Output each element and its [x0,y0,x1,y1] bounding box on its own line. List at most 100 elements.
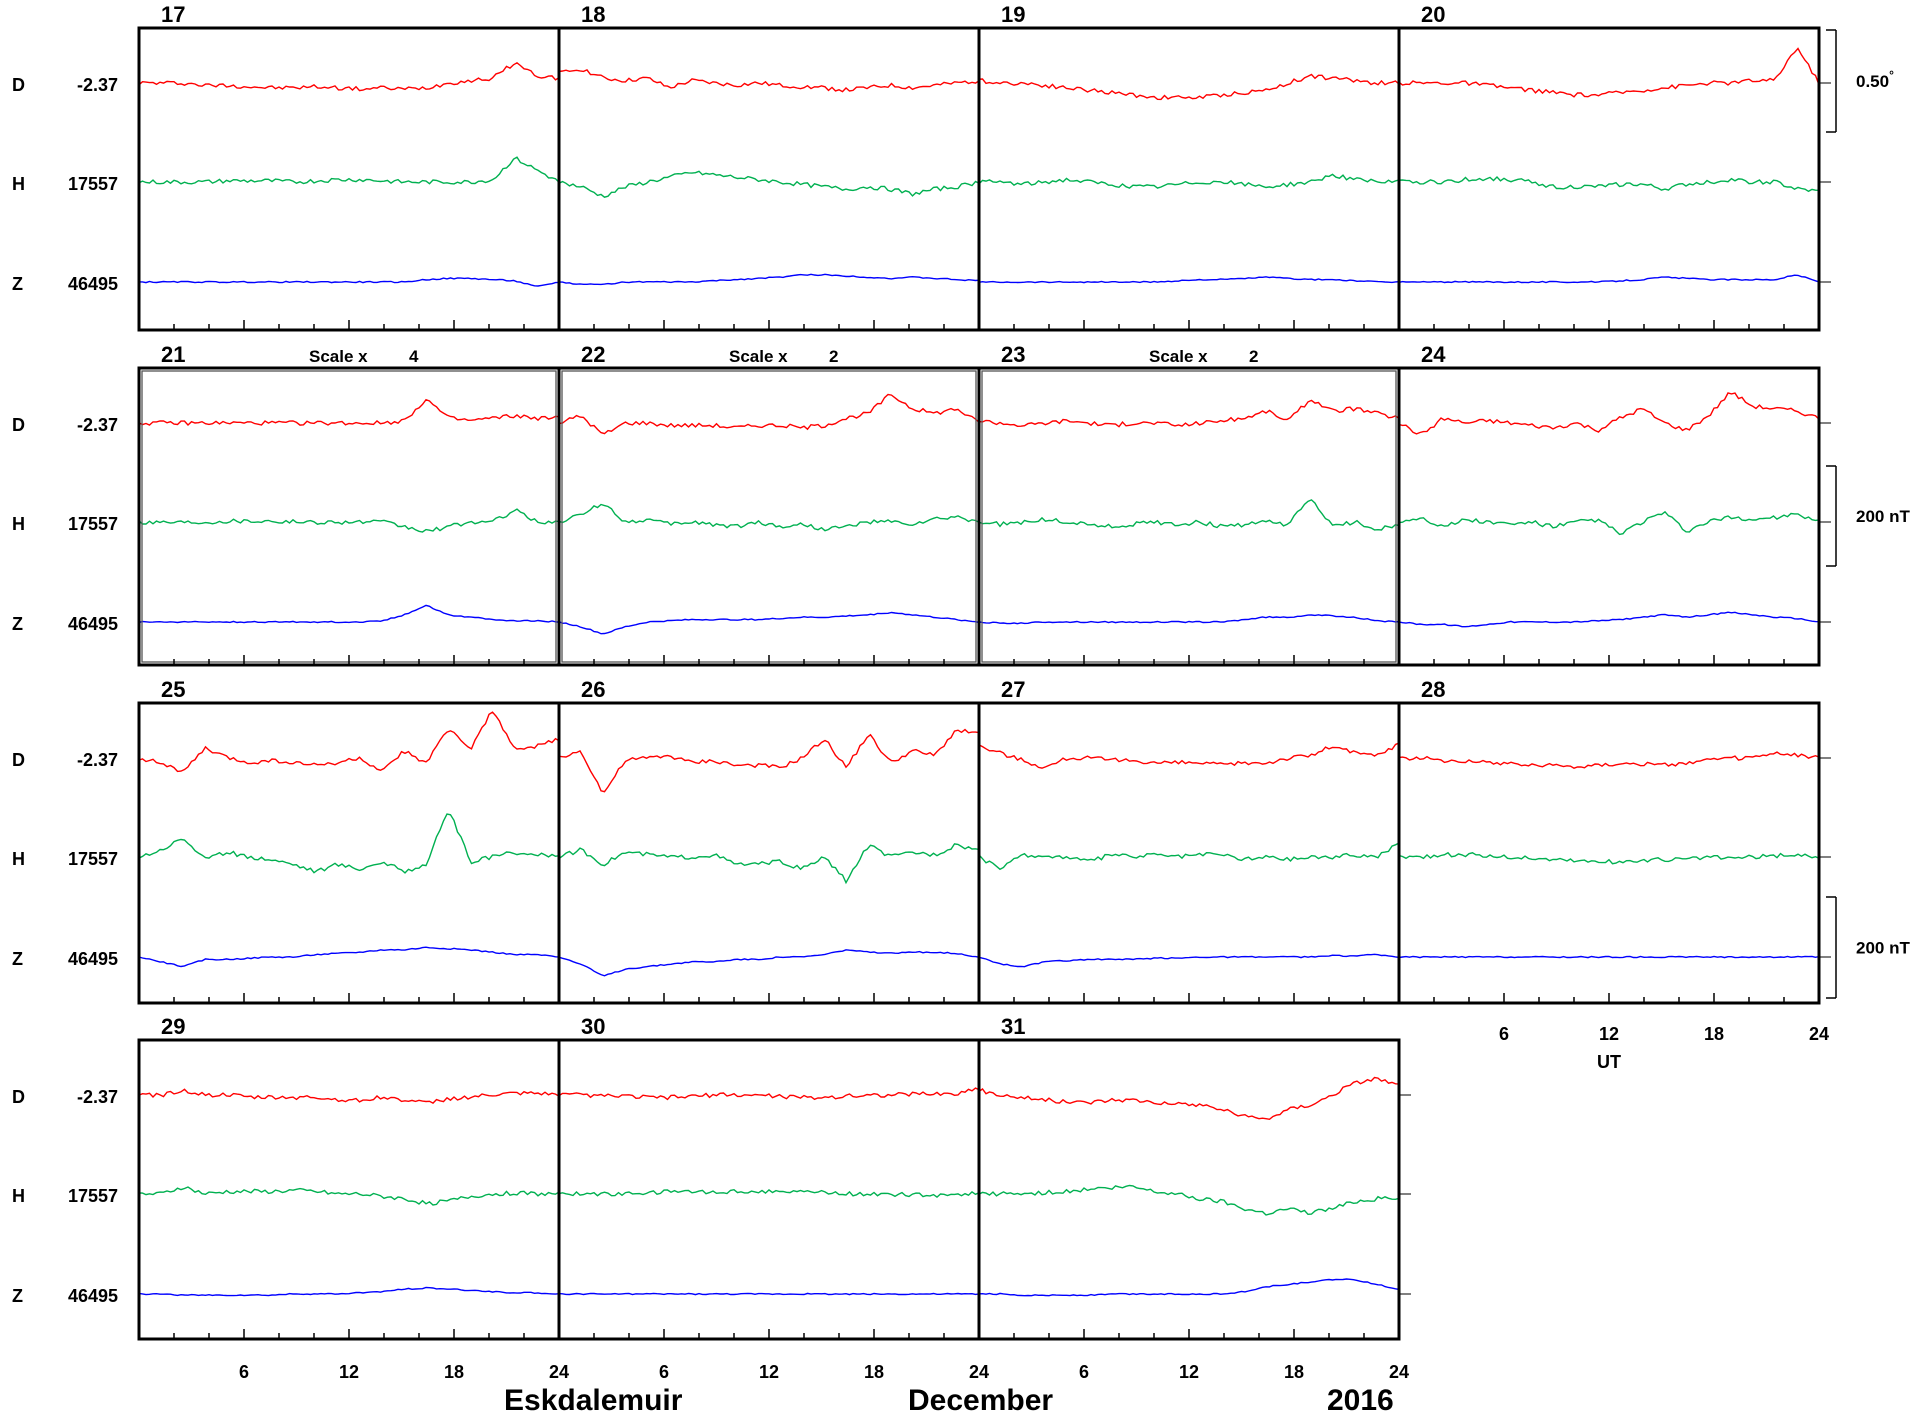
baseline-label-h: 17557 [68,174,118,194]
trace-h-day-31 [978,1184,1400,1216]
component-label-d: D [12,1087,25,1107]
baseline-label-z: 46495 [68,614,118,634]
day-label-21: 21 [161,342,185,367]
trace-d-day-20 [1398,47,1820,98]
trace-d-day-29 [138,1088,560,1104]
ut-axis-label: UT [1597,1052,1621,1072]
trace-z-day-31 [978,1278,1400,1297]
day-label-31: 31 [1001,1014,1025,1039]
component-label-z: Z [12,274,23,294]
ut-tick-12: 12 [1599,1024,1619,1044]
scale-label-21: Scale x [309,347,368,366]
bottom-tick-24: 24 [969,1362,989,1382]
bottom-tick-12: 12 [1179,1362,1199,1382]
baseline-label-z: 46495 [68,274,118,294]
bottom-tick-6: 6 [1079,1362,1089,1382]
day-label-23: 23 [1001,342,1025,367]
day-label-29: 29 [161,1014,185,1039]
trace-h-day-23 [978,499,1400,531]
trace-h-day-30 [558,1188,980,1198]
degree-mark: ° [1889,68,1894,82]
trace-d-day-23 [978,399,1400,428]
trace-h-day-22 [558,503,980,532]
scaled-panel-frame-23 [981,370,1397,663]
bottom-tick-6: 6 [239,1362,249,1382]
trace-layer [138,47,1820,1297]
bottom-tick-18: 18 [444,1362,464,1382]
trace-z-day-21 [138,604,560,624]
trace-h-day-17 [138,156,560,185]
trace-h-day-26 [558,843,980,885]
bottom-tick-24: 24 [549,1362,569,1382]
scale-label-22: Scale x [729,347,788,366]
trace-z-day-28 [1398,955,1820,959]
trace-h-day-25 [138,813,560,874]
scale-value-22: 2 [829,347,838,366]
trace-z-day-22 [558,611,980,635]
trace-h-day-20 [1398,175,1820,193]
trace-z-day-24 [1398,611,1820,628]
baseline-label-z: 46495 [68,1286,118,1306]
ut-tick-24: 24 [1809,1024,1829,1044]
frame-layer [137,26,1837,1341]
label-layer: 17 18 19 20 21 Scale x 4 22 Scale x 2 23 Scale x 2 24… [12,2,1910,1382]
trace-d-day-22 [558,393,980,435]
year-label: 2016 [1327,1384,1394,1417]
scale-value-21: 4 [409,347,419,366]
scale-bar-label: 0.50° [1856,68,1894,91]
month-name: December [908,1384,1054,1417]
component-label-z: Z [12,949,23,969]
trace-d-day-25 [138,711,560,773]
scaled-panel-frame-21 [141,370,557,663]
trace-z-day-17 [139,277,560,287]
ut-tick-6: 6 [1499,1024,1509,1044]
baseline-label-d: -2.37 [77,415,118,435]
component-label-h: H [12,174,25,194]
trace-z-day-19 [978,276,1400,284]
trace-z-day-29 [138,1286,560,1297]
day-label-20: 20 [1421,2,1445,27]
baseline-label-d: -2.37 [77,750,118,770]
scale-label-23: Scale x [1149,347,1208,366]
trace-z-day-30 [558,1292,980,1296]
component-label-h: H [12,1186,25,1206]
day-label-17: 17 [161,2,185,27]
baseline-label-h: 17557 [68,514,118,534]
bottom-tick-12: 12 [339,1362,359,1382]
trace-z-day-26 [558,949,980,977]
day-label-22: 22 [581,342,605,367]
trace-z-day-18 [559,273,980,286]
trace-d-day-19 [978,73,1400,101]
station-name: Eskdalemuir [504,1384,683,1417]
component-label-z: Z [12,614,23,634]
trace-z-day-20 [1398,274,1820,284]
day-label-30: 30 [581,1014,605,1039]
trace-d-day-24 [1398,392,1820,435]
trace-h-day-28 [1398,851,1820,865]
baseline-label-d: -2.37 [77,1087,118,1107]
trace-d-day-21 [138,398,560,427]
day-label-18: 18 [581,2,605,27]
baseline-label-d: -2.37 [77,75,118,95]
trace-d-day-27 [978,742,1400,769]
component-label-d: D [12,75,25,95]
day-label-19: 19 [1001,2,1025,27]
component-label-d: D [12,415,25,435]
trace-h-day-21 [138,508,560,533]
baseline-label-h: 17557 [68,849,118,869]
day-label-27: 27 [1001,677,1025,702]
bottom-tick-18: 18 [864,1362,884,1382]
trace-h-day-29 [138,1186,560,1206]
scale-bar-label: 200 nT [1856,939,1910,958]
trace-d-day-18 [558,69,980,93]
trace-d-day-26 [558,728,980,793]
component-label-d: D [12,750,25,770]
baseline-label-z: 46495 [68,949,118,969]
day-label-26: 26 [581,677,605,702]
trace-z-day-23 [978,614,1400,625]
bottom-tick-6: 6 [659,1362,669,1382]
trace-h-day-27 [978,842,1400,871]
trace-h-day-24 [1398,510,1820,536]
trace-d-day-28 [1398,751,1820,769]
